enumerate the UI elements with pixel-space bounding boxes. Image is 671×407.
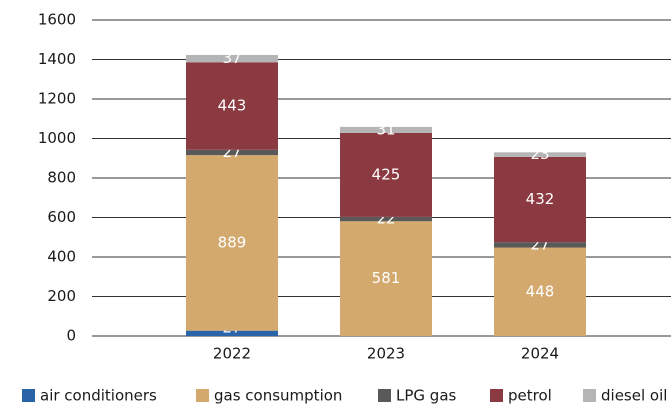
value-label: 31: [376, 120, 395, 138]
legend-swatch: [490, 389, 503, 402]
bar-segment: [186, 54, 278, 63]
legend-label: petrol: [508, 387, 552, 405]
legend-swatch: [583, 389, 596, 402]
x-tick-label: 2022: [213, 345, 251, 363]
bar-segment: [494, 247, 586, 336]
y-tick-label: 0: [66, 327, 76, 345]
value-label: 581: [372, 269, 401, 287]
value-label: 889: [218, 233, 247, 251]
bar-segment: [186, 149, 278, 156]
bar-segment: [494, 152, 586, 157]
y-tick-label: 1600: [38, 11, 76, 29]
bar-segment: [340, 126, 432, 133]
y-tick-label: 800: [47, 169, 76, 187]
y-tick-label: 1200: [38, 90, 76, 108]
value-label: 425: [372, 165, 401, 183]
bar-segment: [340, 221, 432, 336]
legend-label: air conditioners: [40, 387, 157, 405]
bar-segment: [340, 132, 432, 217]
y-tick-label: 600: [47, 208, 76, 226]
y-tick-label: 400: [47, 248, 76, 266]
legend-swatch: [196, 389, 209, 402]
x-tick-label: 2023: [367, 345, 405, 363]
y-tick-label: 200: [47, 287, 76, 305]
value-label: 443: [218, 97, 247, 115]
legend-label: gas consumption: [214, 387, 342, 405]
value-label: 432: [526, 190, 555, 208]
legend-swatch: [22, 389, 35, 402]
bar-segment: [186, 62, 278, 150]
legend-swatch: [378, 389, 391, 402]
bar-segment: [494, 156, 586, 243]
y-tick-label: 1000: [38, 129, 76, 147]
bar-segment: [186, 155, 278, 331]
bar-segment: [494, 242, 586, 248]
x-tick-label: 2024: [521, 345, 559, 363]
legend-label: diesel oil: [601, 387, 667, 405]
legend-label: LPG gas: [396, 387, 457, 405]
value-label: 23: [530, 145, 549, 163]
value-label: 448: [526, 282, 555, 300]
bar-segment: [340, 216, 432, 222]
value-label: 37: [222, 49, 241, 67]
y-tick-label: 1400: [38, 50, 76, 68]
bar-segment: [186, 330, 278, 336]
